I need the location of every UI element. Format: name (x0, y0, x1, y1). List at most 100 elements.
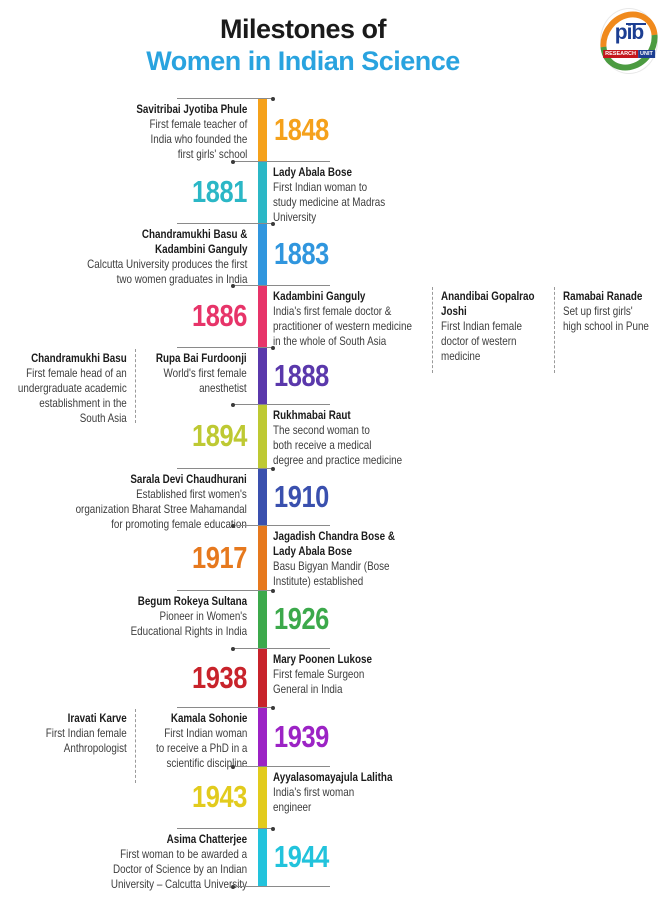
timeline-entry-1910-title: Sarala Devi Chaudhurani (130, 472, 247, 486)
page-title-line1: Milestones of (219, 14, 387, 44)
connector-line (231, 523, 330, 528)
timeline-entry-1939-extra-1: Iravati Karve First Indian female Anthrop… (46, 711, 127, 756)
connector-line (177, 826, 275, 831)
timeline-entry-1888-extra-1-desc: First female head of an undergraduate ac… (18, 366, 127, 425)
connector-dot (271, 705, 275, 710)
year-label-1886: 1886 (192, 298, 247, 333)
year-label-1910: 1910 (274, 478, 329, 514)
timeline-entry-1886-extra-2-desc: Set up first girls' high school in Pune (563, 304, 649, 333)
page-title: Milestones of Women in Indian Science (0, 14, 606, 76)
timeline-entry-1881-desc: First Indian woman to study medicine at … (273, 180, 386, 224)
timeline-entry-1939: Kamala Sohonie First Indian woman to rece… (156, 711, 247, 771)
year-label-1881: 1881 (192, 174, 247, 209)
dashed-separator (135, 709, 136, 783)
connector-dot (231, 402, 235, 407)
timeline-entry-1944-title: Asima Chatterjee (166, 832, 247, 846)
timeline-entry-1926-desc: Pioneer in Women's Educational Rights in… (130, 609, 247, 638)
dashed-separator (554, 287, 555, 373)
timeline-entry-1939-title: Kamala Sohonie (170, 711, 247, 725)
connector-line (231, 283, 330, 288)
timeline-entry-1944-desc: First woman to be awarded a Doctor of Sc… (110, 847, 247, 891)
timeline-entry-1894: Rukhmabai Raut The second woman to both r… (273, 408, 402, 468)
timeline-entry-1886-extra-1-title: Anandibai Gopalrao Joshi (441, 289, 535, 318)
timeline-entry-1883-desc: Calcutta University produces the first t… (86, 257, 247, 286)
timeline-entry-1881-title: Lady Abala Bose (273, 165, 352, 179)
connector-dot (271, 826, 275, 831)
connector-line (231, 884, 330, 889)
connector-dot (271, 588, 275, 593)
timeline-bar-segment (258, 648, 267, 707)
timeline-entry-1943-title: Ayyalasomayajula Lalitha (273, 770, 393, 784)
timeline-entry-1939-extra-1-title: Iravati Karve (67, 711, 127, 725)
timeline-entry-1848: Savitribai Jyotiba Phule First female tea… (136, 102, 247, 162)
pib-logo: pib RESEARCH UNIT (588, 0, 662, 83)
timeline-entry-1938: Mary Poonen Lukose First female Surgeon G… (273, 652, 372, 697)
year-label-1938: 1938 (192, 659, 247, 695)
timeline-entry-1938-title: Mary Poonen Lukose (273, 652, 372, 666)
timeline-bar-segment (258, 161, 267, 223)
connector-dot (231, 884, 235, 889)
timeline-entry-1894-desc: The second woman to both receive a medic… (273, 423, 403, 467)
timeline-entry-1926-title: Begum Rokeya Sultana (137, 594, 247, 608)
connector-line (177, 345, 275, 350)
dashed-separator (135, 349, 136, 423)
timeline-entry-1888-title: Rupa Bai Furdoonji (156, 351, 247, 365)
timeline-entry-1894-title: Rukhmabai Raut (273, 408, 351, 422)
timeline-entry-1939-extra-1-desc: First Indian female Anthropologist (46, 726, 127, 755)
timeline-bar-segment (258, 223, 267, 285)
dashed-separator (432, 287, 433, 373)
connector-line (231, 764, 330, 769)
timeline-entry-1926: Begum Rokeya Sultana Pioneer in Women's E… (130, 594, 247, 639)
year-label-1888: 1888 (274, 357, 329, 393)
connector-dot (271, 96, 275, 101)
timeline-entry-1886-extra-1-desc: First Indian female doctor of western me… (441, 319, 522, 363)
timeline-entry-1883-title: Chandramukhi Basu & Kadambini Ganguly (141, 227, 247, 256)
connector-dot (231, 523, 235, 528)
timeline-entry-1888-extra-1-title: Chandramukhi Basu (31, 351, 127, 365)
timeline-entry-1939-desc: First Indian woman to receive a PhD in a… (155, 726, 247, 770)
timeline-bar-segment (258, 707, 267, 766)
timeline-entry-1888-extra-1: Chandramukhi Basu First female head of an… (18, 351, 127, 426)
timeline-bar-segment (258, 404, 267, 468)
connector-line (177, 221, 275, 226)
timeline-entry-1886-title: Kadambini Ganguly (273, 289, 366, 303)
timeline-bar-segment (258, 828, 267, 886)
year-label-1943: 1943 (192, 779, 247, 814)
year-label-1944: 1944 (274, 839, 329, 874)
connector-line (177, 96, 275, 101)
timeline-bar-segment (258, 285, 267, 347)
timeline-entry-1917: Jagadish Chandra Bose & Lady Abala Bose B… (273, 529, 395, 589)
timeline-entry-1910: Sarala Devi Chaudhurani Established first… (76, 472, 247, 532)
timeline-entry-1910-desc: Established first women's organization B… (75, 487, 247, 531)
connector-dot (231, 646, 235, 651)
timeline-entry-1938-desc: First female Surgeon General in India (273, 667, 365, 696)
pib-banner-research: RESEARCH (603, 50, 639, 58)
connector-dot (231, 159, 235, 164)
timeline-bar-segment (258, 766, 267, 828)
year-label-1848: 1848 (274, 111, 329, 147)
timeline-entry-1886-extra-2-title: Ramabai Ranade (563, 289, 643, 303)
connector-line (231, 159, 330, 164)
connector-line (231, 402, 330, 407)
timeline-entry-1886-desc: India's first female doctor & practition… (273, 304, 412, 348)
timeline-entry-1848-desc: First female teacher of India who founde… (149, 117, 247, 161)
connector-dot (231, 764, 235, 769)
timeline-entry-1944: Asima Chatterjee First woman to be awarde… (111, 832, 247, 892)
connector-line (177, 705, 275, 710)
connector-line (231, 646, 330, 651)
timeline-entry-1886: Kadambini Ganguly India's first female do… (273, 289, 412, 349)
timeline-bar-segment (258, 98, 267, 161)
pib-logo-overline (626, 23, 646, 25)
connector-dot (231, 283, 235, 288)
timeline-entry-1917-desc: Basu Bigyan Mandir (Bose Institute) esta… (273, 559, 390, 588)
connector-line (177, 588, 275, 593)
timeline-entry-1943: Ayyalasomayajula Lalitha India's first wo… (273, 770, 392, 815)
pib-logo-circle: pib RESEARCH UNIT (588, 0, 662, 83)
connector-dot (271, 345, 275, 350)
year-label-1883: 1883 (274, 236, 329, 271)
connector-dot (271, 221, 275, 226)
timeline-entry-1886-extra-2: Ramabai Ranade Set up first girls' high s… (563, 289, 649, 334)
year-label-1917: 1917 (192, 539, 247, 575)
timeline-entry-1881: Lady Abala Bose First Indian woman to stu… (273, 165, 385, 225)
